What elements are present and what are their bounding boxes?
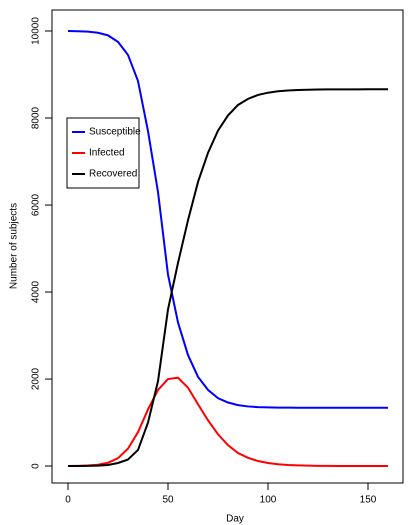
y-tick-label: 6000 (31, 193, 42, 216)
y-axis-label: Number of subjects (9, 203, 20, 289)
series-line (67, 88, 388, 468)
series-line (67, 30, 388, 409)
y-tick-label: 10000 (31, 17, 42, 45)
y-tick-label: 8000 (31, 106, 42, 129)
legend-label: Recovered (89, 169, 137, 180)
series-line (67, 376, 388, 468)
legend-label: Infected (89, 148, 125, 159)
x-tick-label: 150 (360, 495, 377, 506)
legend: Susceptible Infected Recovered (66, 117, 141, 189)
x-axis-label: Day (226, 514, 244, 525)
x-tick-label: 100 (260, 495, 277, 506)
y-tick-label: 2000 (31, 367, 42, 390)
plot-box (51, 9, 404, 484)
x-tick-label: 50 (162, 495, 174, 506)
y-tick-label: 4000 (31, 280, 42, 303)
x-tick-label: 0 (65, 495, 71, 506)
y-tick-label: 0 (31, 463, 42, 469)
legend-label: Susceptible (89, 127, 141, 138)
